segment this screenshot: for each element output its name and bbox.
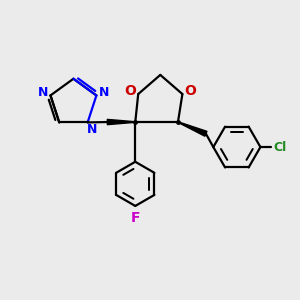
Polygon shape (178, 122, 207, 136)
Text: O: O (124, 84, 136, 98)
Polygon shape (107, 119, 135, 125)
Text: N: N (99, 86, 110, 99)
Text: Cl: Cl (273, 141, 286, 154)
Text: N: N (38, 86, 48, 99)
Text: O: O (185, 84, 197, 98)
Text: N: N (87, 123, 98, 136)
Text: F: F (130, 211, 140, 225)
